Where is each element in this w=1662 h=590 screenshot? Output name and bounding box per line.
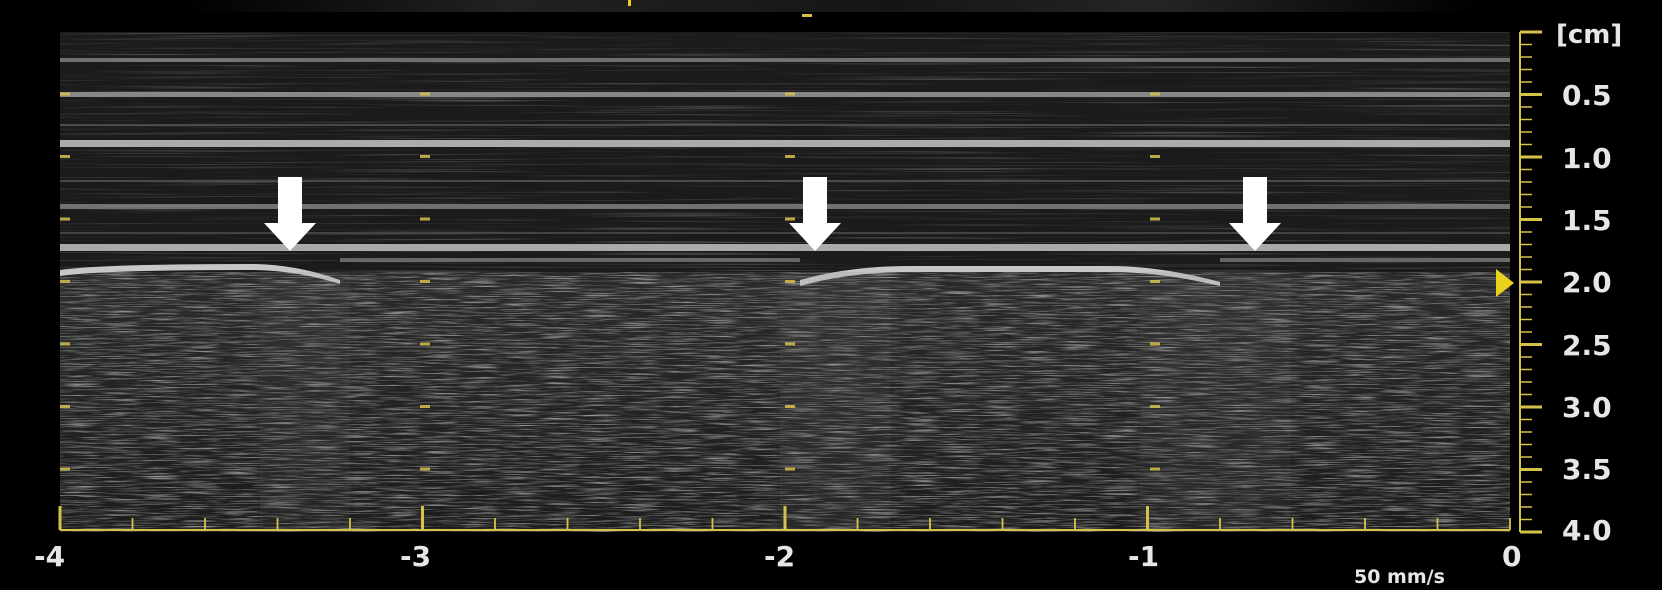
depth-label: 1.0 [1562,142,1612,175]
grid-dot [1150,155,1160,158]
time-axis-label: -1 [1128,540,1160,573]
arrow-annotation [1229,177,1281,251]
grid-dot [1150,280,1160,283]
time-axis-label: -4 [34,540,66,573]
grid-dot [60,405,70,408]
grid-dot [785,155,795,158]
depth-scale [1519,30,1542,534]
grid-dot [785,92,795,96]
grid-dot [420,217,430,221]
arrow-annotation [264,177,316,251]
grid-dot [1150,92,1160,96]
grid-dot [420,280,430,283]
depth-label: 4.0 [1562,514,1612,547]
grid-dot [1150,342,1160,346]
grid-dot [785,342,795,346]
grid-dot [60,280,70,283]
top-tick-marker [802,14,812,17]
grid-dot [60,155,70,158]
grid-dot [420,92,430,96]
time-axis-label: -2 [764,540,796,573]
grid-dot [785,217,795,221]
focus-marker [1496,269,1514,297]
arrow-annotation [789,177,841,251]
depth-label: 3.5 [1562,453,1612,486]
grid-dot [785,467,795,471]
grid-dot [60,92,70,96]
grid-dot [60,342,70,346]
m-mode-image [60,32,1510,532]
depth-label: 0.5 [1562,79,1612,112]
grid-dot [60,217,70,221]
grid-dot [1150,467,1160,471]
grid-dot [420,342,430,346]
grid-markers [60,92,1160,471]
depth-label: 2.5 [1562,329,1612,362]
depth-label: 2.0 [1562,266,1612,299]
grid-dot [420,405,430,408]
grid-dot [785,405,795,408]
depth-unit-label: [cm] [1556,20,1623,50]
top-center-marker [628,0,631,6]
grid-dot [420,155,430,158]
grid-dot [1150,217,1160,221]
b-mode-preview-strip [180,0,1480,12]
depth-label: 3.0 [1562,391,1612,424]
grid-dot [60,467,70,471]
depth-label: 1.5 [1562,204,1612,237]
sweep-speed-label: 50 mm/s [1354,566,1445,588]
m-mode-trace [60,32,1510,532]
grid-dot [1150,405,1160,408]
grid-dot [420,467,430,471]
grid-dot [785,280,795,283]
time-axis-label: 0 [1502,540,1522,573]
time-axis [58,506,1511,531]
time-axis-label: -3 [400,540,432,573]
